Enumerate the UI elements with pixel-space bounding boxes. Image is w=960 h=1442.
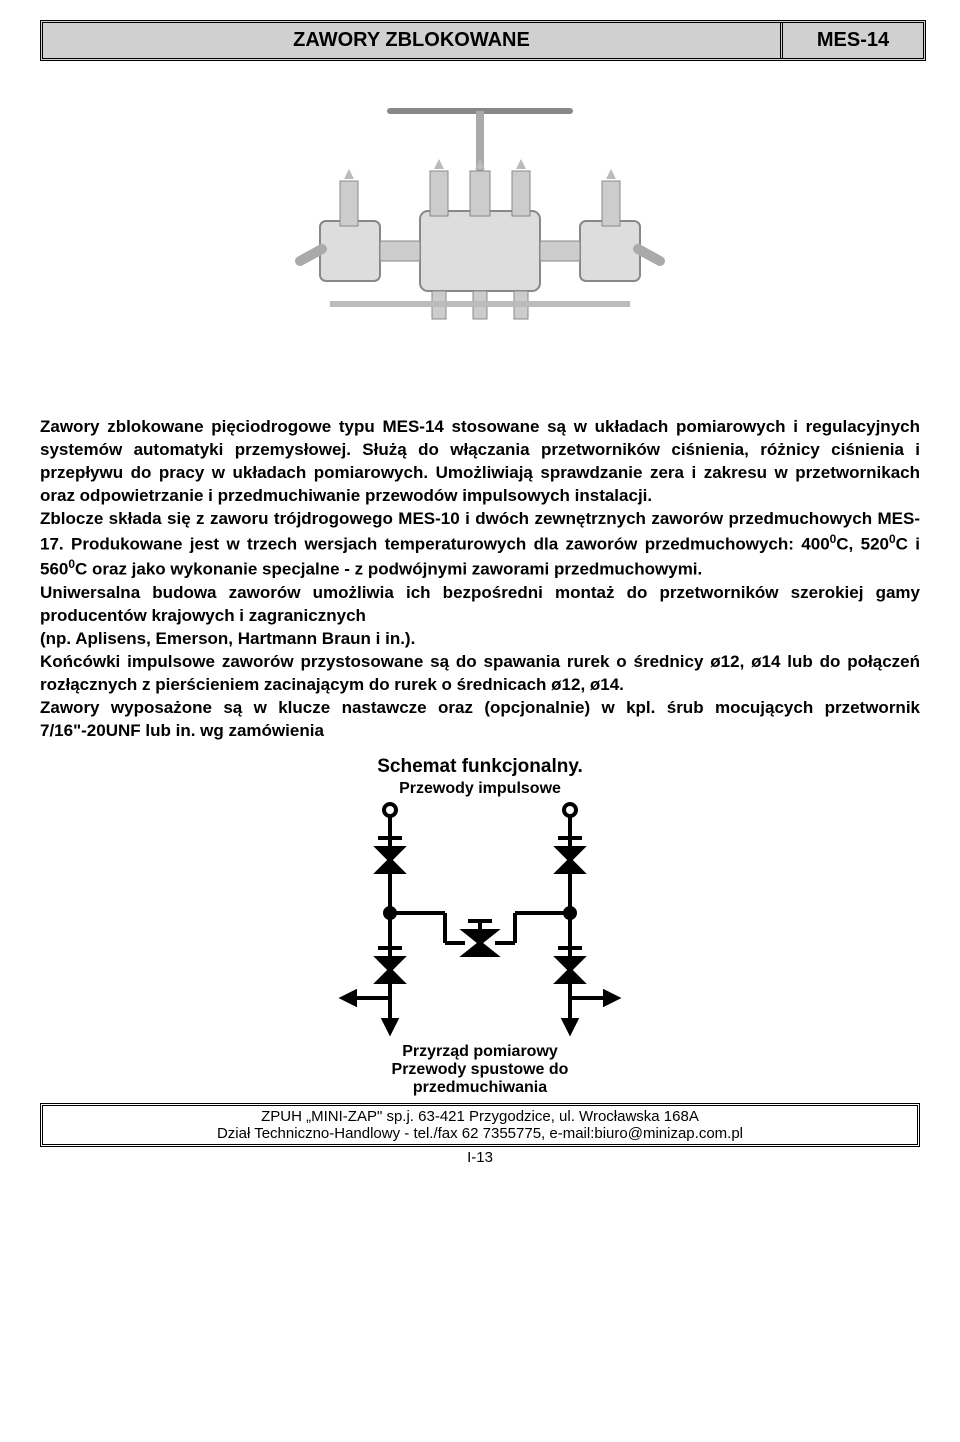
schema-title: Schemat funkcjonalny. [40, 756, 920, 778]
paragraph-5: Końcówki impulsowe zaworów przystosowane… [40, 651, 920, 697]
paragraph-3: Uniwersalna budowa zaworów umożliwia ich… [40, 582, 920, 628]
paragraph-2: Zblocze składa się z zaworu trójdrogoweg… [40, 508, 920, 582]
schema-top-label: Przewody impulsowe [40, 780, 920, 798]
footer-line-1: ZPUH „MINI-ZAP" sp.j. 63-421 Przygodzice… [43, 1108, 917, 1125]
schema-bottom-label-2: Przewody spustowe do [40, 1061, 920, 1079]
paragraph-6: Zawory wyposażone są w klucze nastawcze … [40, 697, 920, 743]
header-code: MES-14 [783, 23, 923, 58]
header-bar: ZAWORY ZBLOKOWANE MES-14 [40, 20, 926, 61]
footer-box: ZPUH „MINI-ZAP" sp.j. 63-421 Przygodzice… [40, 1103, 920, 1147]
body-text: Zawory zblokowane pięciodrogowe typu MES… [40, 416, 920, 742]
product-photo [40, 91, 920, 376]
paragraph-1: Zawory zblokowane pięciodrogowe typu MES… [40, 416, 920, 508]
functional-diagram [40, 798, 920, 1043]
schema-bottom-label-3: przedmuchiwania [40, 1079, 920, 1097]
schema-bottom-label-1: Przyrząd pomiarowy [40, 1043, 920, 1061]
header-title: ZAWORY ZBLOKOWANE [43, 23, 783, 58]
page-number: I-13 [40, 1149, 920, 1166]
paragraph-4: (np. Aplisens, Emerson, Hartmann Braun i… [40, 628, 920, 651]
footer-line-2: Dział Techniczno-Handlowy - tel./fax 62 … [43, 1125, 917, 1142]
